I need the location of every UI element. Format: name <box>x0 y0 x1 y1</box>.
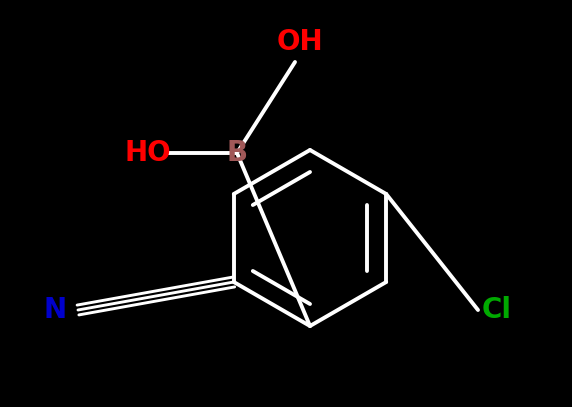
Text: OH: OH <box>277 28 323 56</box>
Text: HO: HO <box>125 139 171 167</box>
Text: B: B <box>227 139 248 167</box>
Text: N: N <box>43 296 66 324</box>
Text: Cl: Cl <box>482 296 512 324</box>
